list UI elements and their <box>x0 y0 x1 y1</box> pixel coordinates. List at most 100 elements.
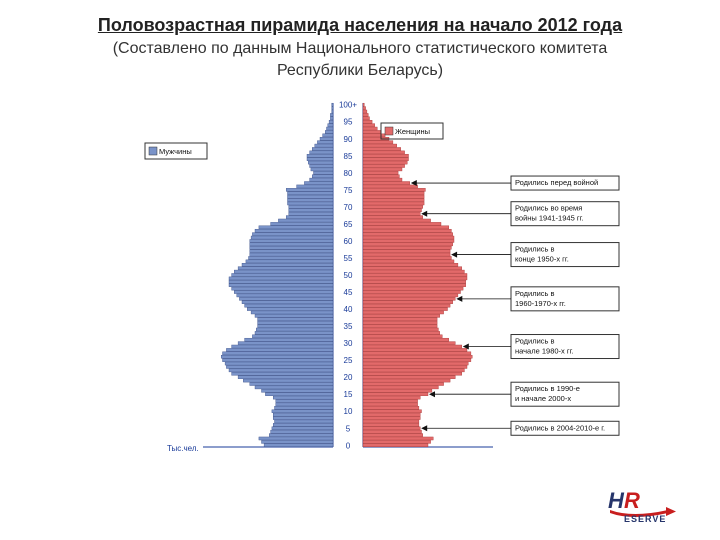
bar-male <box>330 113 333 116</box>
bar-female <box>363 392 428 395</box>
bar-male <box>314 171 334 174</box>
bar-male <box>273 413 333 416</box>
bar-male <box>278 218 333 221</box>
bar-female <box>363 171 398 174</box>
subtitle-line-1: (Составлено по данным Национального стат… <box>30 39 690 59</box>
bar-female <box>363 293 458 296</box>
bar-female <box>363 358 471 361</box>
y-tick-label: 70 <box>344 202 353 211</box>
bar-female <box>363 324 437 327</box>
y-tick-label: 5 <box>346 424 351 433</box>
bar-female <box>363 430 422 433</box>
bar-female <box>363 351 471 354</box>
bar-female <box>363 236 454 239</box>
bar-male <box>229 368 333 371</box>
bar-female <box>363 215 423 218</box>
bar-male <box>234 290 333 293</box>
y-tick-label: 20 <box>344 373 353 382</box>
bar-female <box>363 229 451 232</box>
bar-male <box>271 430 333 433</box>
bar-female <box>363 290 461 293</box>
bar-female <box>363 331 440 334</box>
bar-female <box>363 317 437 320</box>
bar-female <box>363 396 420 399</box>
bar-male <box>272 409 333 412</box>
bar-male <box>246 259 333 262</box>
logo-arrow <box>666 507 676 516</box>
y-tick-label: 35 <box>344 322 353 331</box>
annotation-text: Родились в 2004-2010-е г. <box>515 423 605 432</box>
bar-female <box>363 266 462 269</box>
legend-male-swatch <box>149 147 157 155</box>
y-tick-label: 55 <box>344 253 353 262</box>
bar-female <box>363 178 402 181</box>
bar-female <box>363 109 367 112</box>
bar-male <box>311 167 333 170</box>
bar-male <box>289 205 333 208</box>
bar-female <box>363 419 419 422</box>
bar-male <box>223 351 334 354</box>
bar-female <box>363 201 424 204</box>
bar-female <box>363 307 448 310</box>
bar-male <box>226 348 333 351</box>
bar-male <box>237 293 333 296</box>
bar-male <box>251 236 333 239</box>
y-tick-label: 85 <box>344 151 353 160</box>
bar-female <box>363 389 432 392</box>
legend-female-label: Женщины <box>395 127 430 136</box>
annotation-text: Родились во время <box>515 203 582 212</box>
bar-female <box>363 368 464 371</box>
bar-male <box>234 270 333 273</box>
bar-male <box>328 123 333 126</box>
bar-male <box>259 225 333 228</box>
bar-male <box>232 372 333 375</box>
bar-male <box>232 344 333 347</box>
y-tick-label: 100+ <box>339 100 357 109</box>
bar-male <box>289 208 333 211</box>
bar-male <box>242 300 333 303</box>
annotation-text: начале 1980-х гг. <box>515 346 574 355</box>
bar-female <box>363 103 364 106</box>
bar-male <box>312 147 333 150</box>
legend-female-swatch <box>385 127 393 135</box>
y-tick-label: 90 <box>344 134 353 143</box>
bar-female <box>363 150 405 153</box>
y-tick-label: 30 <box>344 339 353 348</box>
bar-male <box>269 433 333 436</box>
annotation-text: 1960-1970-х гг. <box>515 298 566 307</box>
bar-female <box>363 399 418 402</box>
bar-female <box>363 263 458 266</box>
bar-male <box>255 385 333 388</box>
bar-female <box>363 154 409 157</box>
y-tick-label: 80 <box>344 168 353 177</box>
bar-male <box>259 436 333 439</box>
bar-male <box>272 426 333 429</box>
bar-male <box>288 191 334 194</box>
bar-male <box>250 246 333 249</box>
bar-male <box>276 402 333 405</box>
bar-female <box>363 385 438 388</box>
bar-male <box>330 116 333 119</box>
x-axis-label: Тыс.чел. <box>167 444 199 453</box>
bar-male <box>255 331 333 334</box>
bar-male <box>258 317 333 320</box>
bar-female <box>363 174 399 177</box>
bar-male <box>329 120 333 123</box>
y-tick-label: 60 <box>344 236 353 245</box>
bar-male <box>243 379 333 382</box>
bar-female <box>363 157 409 160</box>
y-tick-label: 10 <box>344 407 353 416</box>
bar-female <box>363 300 453 303</box>
bar-male <box>238 266 333 269</box>
bar-male <box>250 253 333 256</box>
y-tick-label: 65 <box>344 219 353 228</box>
bar-female <box>363 249 450 252</box>
bar-female <box>363 140 393 143</box>
bar-male <box>332 103 333 106</box>
bar-female <box>363 341 455 344</box>
bar-female <box>363 212 420 215</box>
annotation-text: Родились в <box>515 244 555 253</box>
bar-male <box>332 109 333 112</box>
annotation-text: Родились в <box>515 336 555 345</box>
bar-female <box>363 232 453 235</box>
